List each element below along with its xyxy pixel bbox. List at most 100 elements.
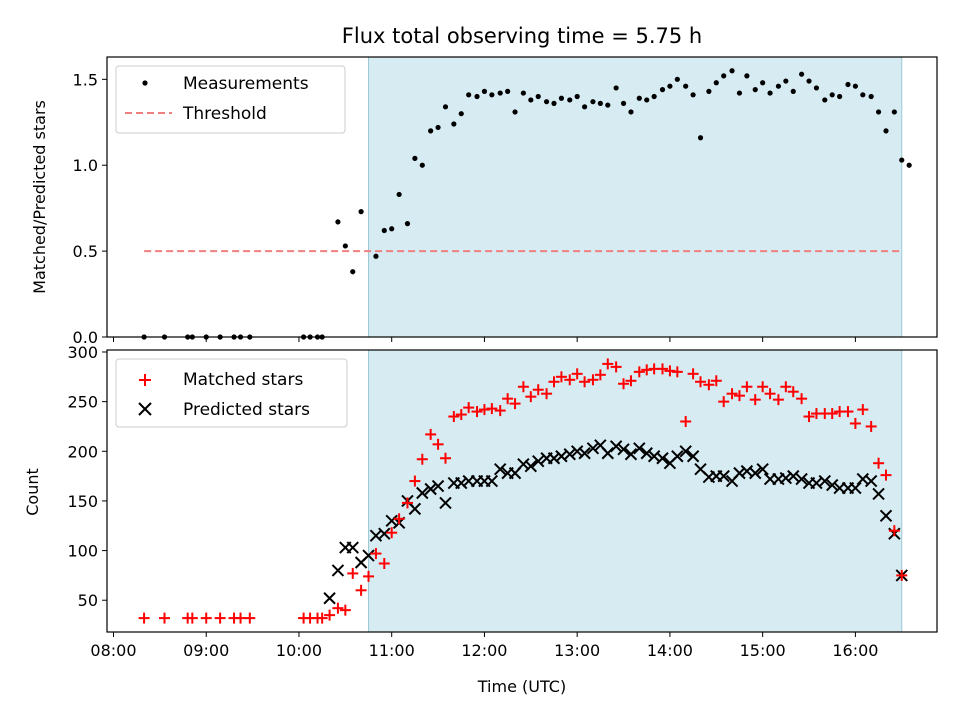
- measurement-point-16: [358, 209, 364, 215]
- predicted-point-15: [439, 496, 452, 510]
- x-axis-label: Time (UTC): [477, 677, 566, 696]
- predicted-point-27-stroke-b: [532, 455, 545, 468]
- bottom-y-axis-label: Count: [23, 468, 42, 516]
- matched-point-13: [324, 609, 336, 621]
- predicted-point-41-stroke-b: [640, 447, 653, 460]
- measurement-point-29: [466, 92, 472, 98]
- predicted-point-34: [586, 442, 600, 455]
- predicted-point-33: [578, 447, 591, 460]
- matched-point-75: [803, 411, 815, 423]
- legend-marker-matched: [139, 374, 151, 386]
- measurement-point-75: [822, 97, 828, 103]
- measurement-point-23: [419, 162, 425, 168]
- measurement-point-77: [837, 93, 843, 100]
- measurement-point-34: [505, 88, 511, 94]
- bottom-legend: Matched stars Predicted stars: [115, 358, 348, 428]
- bottom-ytick-label-1: 100: [67, 542, 98, 561]
- measurement-point-58: [690, 92, 696, 98]
- bottom-xtick-label-7: 15:00: [740, 641, 786, 660]
- matched-point-30: [455, 409, 467, 421]
- matched-point-59: [680, 415, 692, 427]
- matched-point-45: [571, 368, 583, 380]
- measurements-series: [141, 68, 912, 340]
- predicted-point-12-stroke-b: [416, 486, 429, 500]
- measurement-point-33: [497, 90, 503, 96]
- predicted-point-34-stroke-b: [586, 442, 600, 455]
- matched-point-14: [332, 602, 344, 614]
- predicted-point-61: [795, 472, 808, 486]
- predicted-point-25-stroke-b: [517, 457, 530, 471]
- predicted-point-31: [563, 448, 576, 461]
- matched-point-68: [749, 394, 761, 406]
- measurement-point-42: [567, 97, 573, 103]
- predicted-point-43: [656, 452, 669, 465]
- predicted-point-33-stroke-b: [578, 447, 591, 460]
- predicted-point-55: [749, 466, 762, 480]
- predicted-point-0-stroke-b: [323, 592, 336, 605]
- measurement-point-49: [620, 100, 627, 106]
- predicted-point-71: [872, 487, 885, 501]
- matched-point-36: [502, 393, 514, 405]
- matched-point-24: [409, 475, 421, 487]
- top-y-axis-label: Matched/Predicted stars: [30, 100, 49, 294]
- measurement-point-50: [628, 109, 634, 115]
- bottom-xtick-label-1: 09:00: [183, 641, 229, 660]
- predicted-point-59: [779, 471, 793, 485]
- matched-point-51: [618, 378, 630, 390]
- predicted-point-47: [686, 450, 700, 463]
- matched-point-58: [671, 366, 683, 378]
- predicted-point-56-stroke-b: [756, 462, 769, 476]
- predicted-point-30-stroke-b: [555, 450, 568, 463]
- measurement-point-22: [412, 155, 418, 161]
- matched-point-85: [880, 469, 892, 481]
- measurement-point-86: [906, 162, 912, 168]
- measurement-point-45: [590, 99, 596, 105]
- matched-point-83: [865, 420, 877, 432]
- matched-point-50: [610, 361, 622, 373]
- measurement-point-69: [775, 83, 782, 89]
- predicted-point-11: [408, 502, 422, 516]
- measurement-point-81: [868, 93, 874, 100]
- matched-point-26: [425, 428, 437, 440]
- shade-rect-bottom: [368, 350, 902, 632]
- matched-point-66: [733, 390, 745, 402]
- measurement-point-27: [451, 121, 457, 127]
- measurement-point-54: [659, 87, 666, 93]
- predicted-point-5-stroke-b: [362, 549, 375, 562]
- bottom-axes-frame: [106, 349, 938, 633]
- measurement-point-59: [697, 135, 704, 141]
- predicted-point-40: [633, 442, 646, 455]
- predicted-point-14: [431, 479, 445, 493]
- matched-point-19: [370, 548, 382, 560]
- matched-point-56: [656, 363, 668, 375]
- predicted-point-59-stroke-b: [779, 471, 793, 485]
- matched-point-65: [726, 388, 738, 400]
- predicted-point-64: [818, 474, 831, 488]
- matched-point-49: [602, 358, 614, 370]
- matched-point-28: [439, 452, 451, 464]
- matched-point-53: [633, 366, 645, 378]
- predicted-point-53: [733, 466, 746, 480]
- matched-point-48: [594, 369, 606, 381]
- matched-point-31: [463, 402, 475, 414]
- measurement-point-13: [335, 219, 341, 225]
- predicted-point-8-stroke-b: [385, 514, 398, 527]
- matched-point-64: [718, 396, 730, 408]
- predicted-point-32: [570, 445, 584, 458]
- predicted-point-72-stroke-b: [879, 509, 893, 523]
- predicted-point-1-stroke-b: [331, 564, 345, 577]
- measurement-point-46: [597, 100, 603, 106]
- matched-point-7: [235, 612, 247, 624]
- predicted-point-51: [717, 469, 730, 483]
- matched-point-27: [432, 438, 444, 450]
- predicted-point-17: [455, 476, 468, 490]
- legend-marker-predicted: [138, 402, 152, 416]
- measurement-point-83: [883, 128, 889, 134]
- measurement-point-38: [535, 93, 541, 100]
- predicted-point-39-stroke-b: [624, 448, 638, 461]
- predicted-point-65: [825, 478, 839, 492]
- matched-point-32: [471, 406, 483, 418]
- predicted-point-70-stroke-b: [864, 474, 878, 488]
- measurement-point-55: [667, 83, 673, 89]
- matched-point-47: [587, 374, 599, 386]
